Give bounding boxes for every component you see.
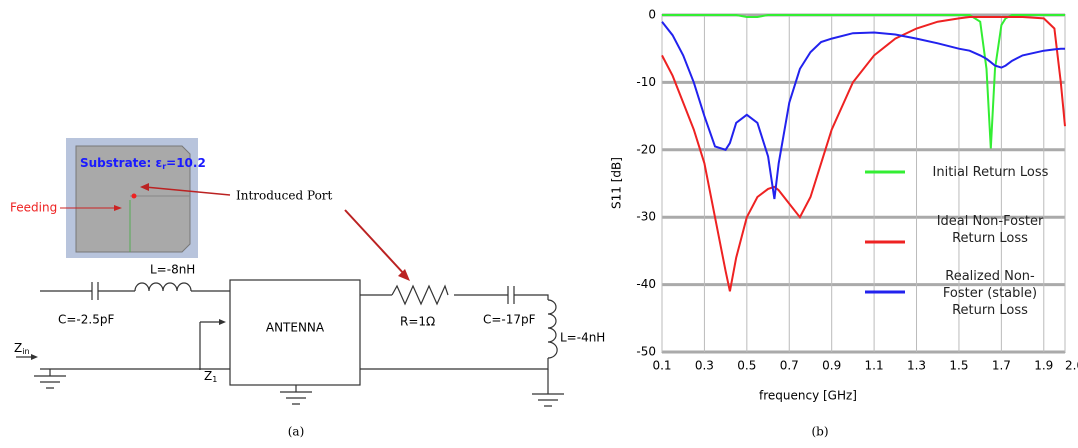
caption: (a) xyxy=(288,425,305,439)
substrate-label: Substrate: εr=10.2 xyxy=(80,156,206,171)
y-tick-label: -50 xyxy=(636,345,656,359)
x-axis-label: frequency [GHz] xyxy=(759,389,857,403)
x-tick-label: 0.3 xyxy=(695,359,714,373)
arrowhead xyxy=(140,183,149,191)
x-tick-label: 1.1 xyxy=(865,359,884,373)
plot-area xyxy=(661,14,1066,353)
arrow xyxy=(144,186,231,196)
y-tick-label: -10 xyxy=(636,75,656,89)
t: Substrate: ε xyxy=(80,156,162,170)
series-line xyxy=(661,16,1066,292)
circuit: Substrate: εr=10.2 Feeding Introduced Po… xyxy=(10,138,605,439)
inductor xyxy=(547,299,558,359)
legend-label: Ideal Non-Foster Return Loss xyxy=(936,214,1044,246)
t: r xyxy=(162,162,166,171)
feed-point xyxy=(131,193,137,199)
t: 1 xyxy=(212,375,217,384)
caption: (b) xyxy=(811,425,828,439)
zin-label: Zin xyxy=(14,341,30,356)
feeding-label: Feeding xyxy=(10,201,57,215)
legend-label: Realized Non-Foster (stable) Return Loss xyxy=(942,268,1038,318)
capacitors xyxy=(91,282,515,304)
y-axis-label: S11 [dB] xyxy=(610,157,624,209)
antenna-label: ANTENNA xyxy=(266,321,325,335)
t: Z xyxy=(204,369,212,383)
y-tick-label: 0 xyxy=(648,8,656,22)
x-tick-label: 0.1 xyxy=(652,359,671,373)
port-label: Introduced Port xyxy=(236,189,333,203)
x-tick-label: 2.0 xyxy=(1065,359,1078,373)
r-label: R=1Ω xyxy=(400,315,435,329)
y-tick-label: -30 xyxy=(636,210,656,224)
c1-label: C=-2.5pF xyxy=(58,313,114,327)
t: in xyxy=(22,347,29,356)
antenna-box xyxy=(229,279,361,386)
y-tick-label: -20 xyxy=(636,142,656,156)
z1-label: Z1 xyxy=(204,369,217,384)
x-tick-label: 1.3 xyxy=(907,359,926,373)
x-tick-label: 0.7 xyxy=(780,359,799,373)
arrowhead xyxy=(114,205,122,211)
wires xyxy=(40,290,549,370)
series-line xyxy=(661,21,1065,200)
l1-label: L=-8nH xyxy=(150,263,195,277)
arrowhead xyxy=(398,269,410,281)
l2-label: L=-4nH xyxy=(560,331,605,345)
c2-label: C=-17pF xyxy=(483,313,536,327)
x-tick-label: 1.7 xyxy=(992,359,1011,373)
t: =10.2 xyxy=(166,156,206,170)
x-tick-label: 1.9 xyxy=(1034,359,1053,373)
substrate xyxy=(75,145,191,253)
y-tick-label: -40 xyxy=(636,277,656,291)
series-line xyxy=(662,14,1065,149)
t: Z xyxy=(14,341,22,355)
x-tick-label: 1.5 xyxy=(949,359,968,373)
x-tick-label: 0.5 xyxy=(737,359,756,373)
x-tick-label: 0.9 xyxy=(822,359,841,373)
legend-label: Initial Return Loss xyxy=(932,164,1049,180)
arrow xyxy=(344,209,406,276)
inductor xyxy=(134,282,192,292)
port-arrows xyxy=(16,321,222,370)
resistor xyxy=(391,284,449,306)
grounds xyxy=(34,369,564,407)
